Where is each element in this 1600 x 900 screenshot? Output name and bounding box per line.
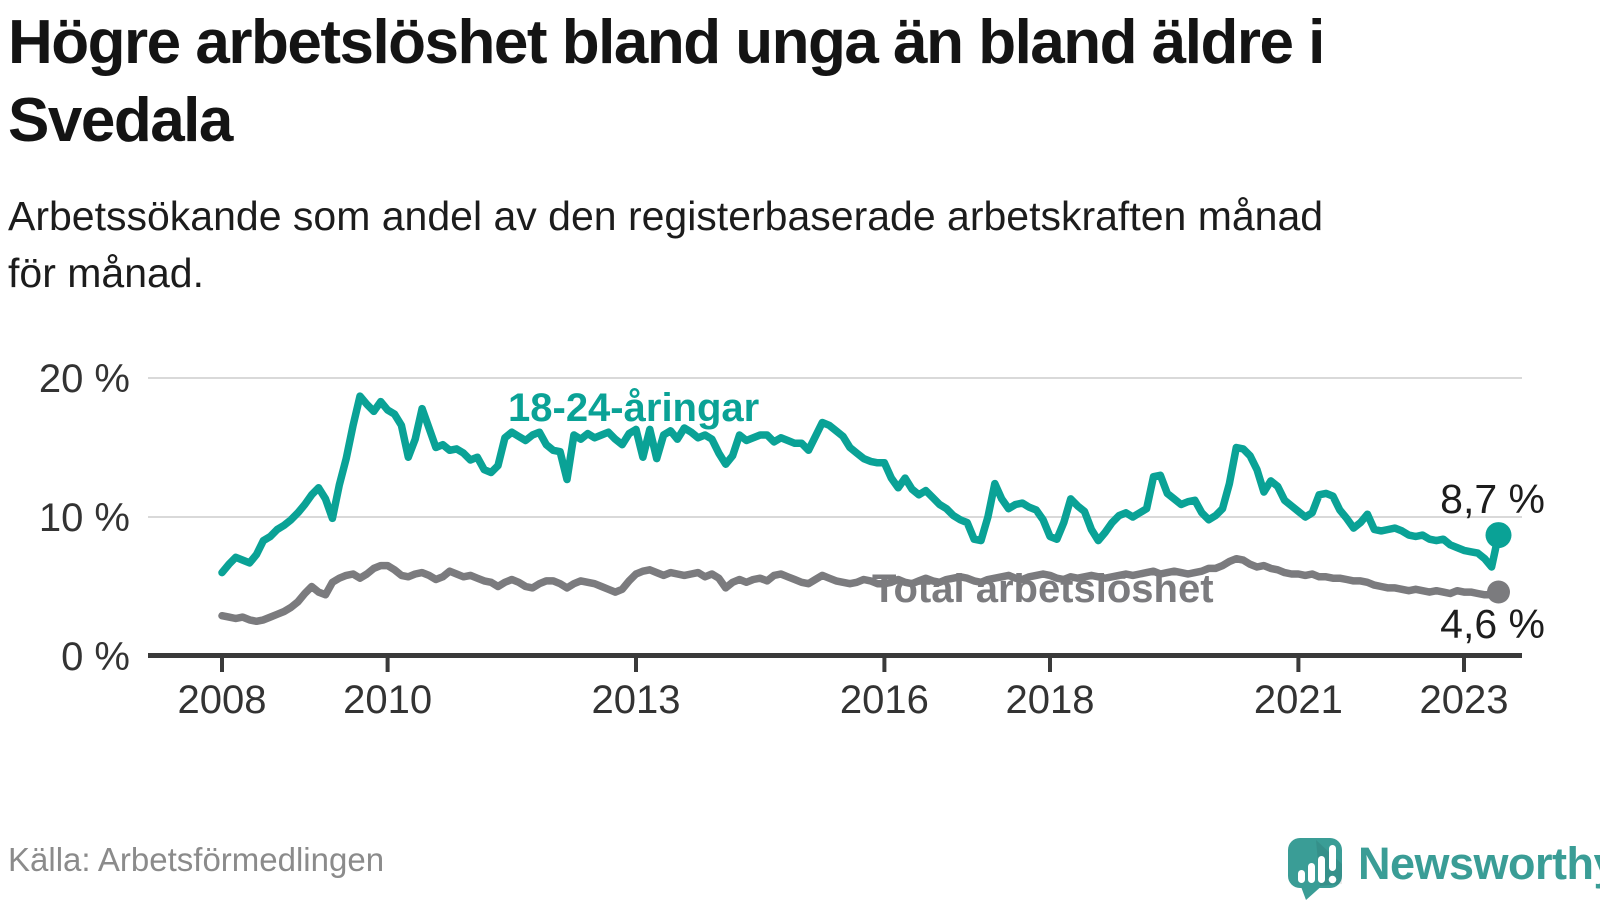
logo-exclamation-icon <box>1328 845 1337 884</box>
page-title: Högre arbetslöshet bland unga än bland ä… <box>8 4 1325 160</box>
x-tick-label: 2013 <box>592 678 681 722</box>
newsworthy-logo: Newsworthy <box>1288 838 1600 900</box>
y-axis-labels: 0 % 10 % 20 % <box>39 357 130 679</box>
y-tick-label: 10 % <box>39 496 130 540</box>
newsworthy-logo-icon <box>1288 838 1342 900</box>
newsworthy-wordmark: Newsworthy <box>1358 838 1600 889</box>
title-line-2: Svedala <box>8 86 233 155</box>
gridlines <box>148 377 1522 518</box>
source-caption: Källa: Arbetsförmedlingen <box>8 841 385 878</box>
x-tick-label: 2016 <box>840 678 929 722</box>
total-end-dot <box>1487 580 1510 604</box>
total-end-value-label: 4,6 % <box>1440 601 1545 647</box>
logo-bars-icon <box>1298 856 1325 883</box>
x-tick-label: 2023 <box>1420 678 1509 722</box>
chart-subtitle: Arbetssökande som andel av den registerb… <box>8 188 1323 302</box>
total-unemployment-line <box>218 554 1503 626</box>
youth-end-dot <box>1485 522 1512 549</box>
x-axis-labels: 2008 2010 2013 2016 2018 2021 2023 <box>178 678 1509 722</box>
y-tick-label: 20 % <box>39 357 130 401</box>
y-tick-label: 0 % <box>61 635 130 679</box>
youth-series-label: 18-24-åringar <box>508 386 759 430</box>
subtitle-line-2: för månad. <box>8 250 204 296</box>
x-tick-label: 2010 <box>343 678 432 722</box>
x-tick-label: 2018 <box>1006 678 1095 722</box>
youth-end-value-label: 8,7 % <box>1440 476 1545 522</box>
title-line-1: Högre arbetslöshet bland unga än bland ä… <box>8 8 1325 77</box>
x-tick-label: 2008 <box>178 678 267 722</box>
x-axis-ticks <box>220 658 1466 672</box>
x-tick-label: 2021 <box>1254 678 1343 722</box>
total-series-label: Total arbetslöshet <box>872 567 1214 611</box>
subtitle-line-1: Arbetssökande som andel av den registerb… <box>8 193 1324 239</box>
youth-unemployment-line <box>218 392 1503 577</box>
